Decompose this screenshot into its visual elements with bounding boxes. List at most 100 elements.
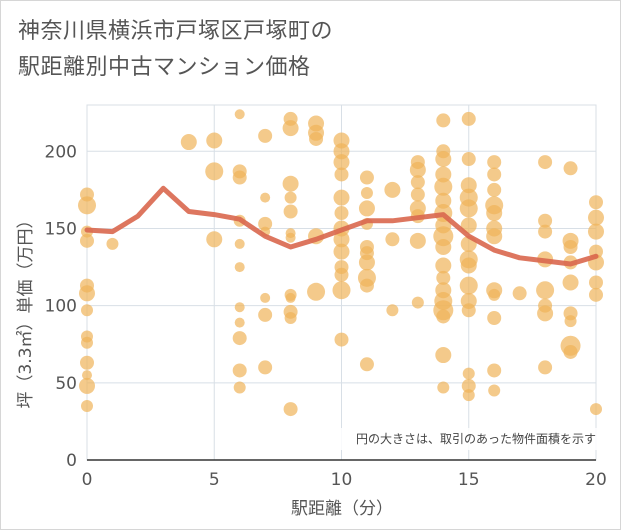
data-bubble [487,311,502,325]
data-bubble [206,231,223,248]
data-bubble [260,192,271,203]
y-tick-label: 50 [55,374,77,394]
axis-titles: 駅距離（分） 坪（3.3㎡）単価（万円） [16,211,393,519]
data-bubble [180,134,197,151]
data-bubble [81,336,93,349]
data-bubble [234,317,245,328]
data-bubble [486,205,503,222]
data-bubble [260,292,271,303]
x-tick-label: 0 [82,470,93,490]
data-bubble [436,270,451,285]
data-bubble [460,177,477,194]
data-bubble [206,132,223,149]
data-bubble [332,281,351,300]
data-bubble [334,267,349,282]
average-price-line [84,185,599,267]
data-bubble [410,175,425,190]
data-bubble [233,381,246,394]
data-bubble [488,288,501,301]
data-bubble [487,363,502,378]
data-bubble [436,309,451,324]
data-bubble [590,403,602,416]
data-bubble [358,254,375,271]
data-bubble [460,217,477,234]
data-bubble [386,304,399,317]
y-tick-label: 100 [45,297,77,317]
data-bubble [459,276,478,295]
data-bubble [461,378,476,393]
data-bubble [512,286,527,301]
data-bubble [359,170,374,185]
data-bubble [359,357,374,372]
data-bubble [409,232,426,249]
data-bubble [434,177,453,196]
data-bubble [334,167,349,182]
title-line-1: 神奈川県横浜市戸塚区戸塚町の [18,19,334,44]
data-bubble [234,238,245,249]
data-bubble [80,233,94,248]
data-bubble [562,274,579,291]
data-bubble [538,155,553,170]
data-bubble [309,131,324,146]
x-tick-label: 10 [331,470,353,490]
data-bubble [538,360,553,375]
data-bubble [234,262,245,273]
data-bubble [563,240,578,254]
data-bubble [435,239,452,255]
data-bubble [460,257,477,274]
data-bubble [486,228,503,245]
data-bubble [333,231,350,248]
data-bubble [234,109,245,120]
data-bubble [589,195,603,210]
data-bubble [435,192,452,209]
data-bubble [78,196,96,215]
chart-title: 神奈川県横浜市戸塚区戸塚町の 駅距離別中古マンション価格 [18,14,333,86]
data-bubble [282,120,299,137]
data-bubble [80,355,94,370]
data-bubble [282,175,299,192]
data-bubble [409,161,426,178]
data-bubble [307,282,326,301]
data-bubble [82,370,92,381]
data-bubble [411,296,424,309]
data-bubble [435,151,452,168]
data-bubble [232,363,247,378]
data-bubble [487,182,502,197]
data-bubble [258,307,273,322]
data-bubble [258,216,273,231]
data-bubble [462,389,475,402]
annotation-layer: 円の大きさは、取引のあった物件面積を示す [318,428,598,450]
data-bubble [79,285,95,302]
data-bubble [488,384,501,397]
x-tick-label: 5 [209,470,220,490]
x-axis-title: 駅距離（分） [291,499,393,519]
data-bubble [285,232,296,243]
data-bubble [538,224,553,239]
data-bubble [360,186,373,199]
x-tick-label: 20 [585,470,607,490]
data-bubble [232,170,247,185]
data-bubble [232,331,247,346]
data-bubble [435,347,452,364]
y-axis-title: 坪（3.3㎡）単価（万円） [16,211,36,408]
data-bubble [538,213,553,228]
data-bubble [285,292,296,303]
data-bubble [563,344,578,359]
data-bubble [79,377,95,394]
y-tick-label: 0 [66,451,77,471]
data-bubble [333,243,350,260]
data-bubble [588,223,604,240]
data-bubble [436,113,451,128]
data-bubble [487,167,502,182]
data-bubble [333,154,350,171]
data-bubble [563,161,578,176]
data-bubble [435,166,452,183]
data-bubble [283,402,298,417]
data-bubble [385,232,400,247]
data-bubble [589,275,603,290]
data-bubble [234,302,245,313]
data-bubble [358,200,375,217]
data-bubble [435,257,452,274]
data-bubble [284,312,297,324]
